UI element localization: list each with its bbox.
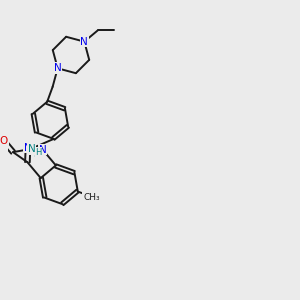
Text: N: N <box>39 145 46 154</box>
Text: N: N <box>54 63 61 73</box>
Text: N: N <box>24 142 32 152</box>
Text: H: H <box>33 150 39 159</box>
Text: N: N <box>80 37 88 46</box>
Text: O: O <box>0 136 8 146</box>
Text: CH₃: CH₃ <box>83 193 100 202</box>
Text: N: N <box>28 144 36 154</box>
Text: H: H <box>35 148 42 157</box>
